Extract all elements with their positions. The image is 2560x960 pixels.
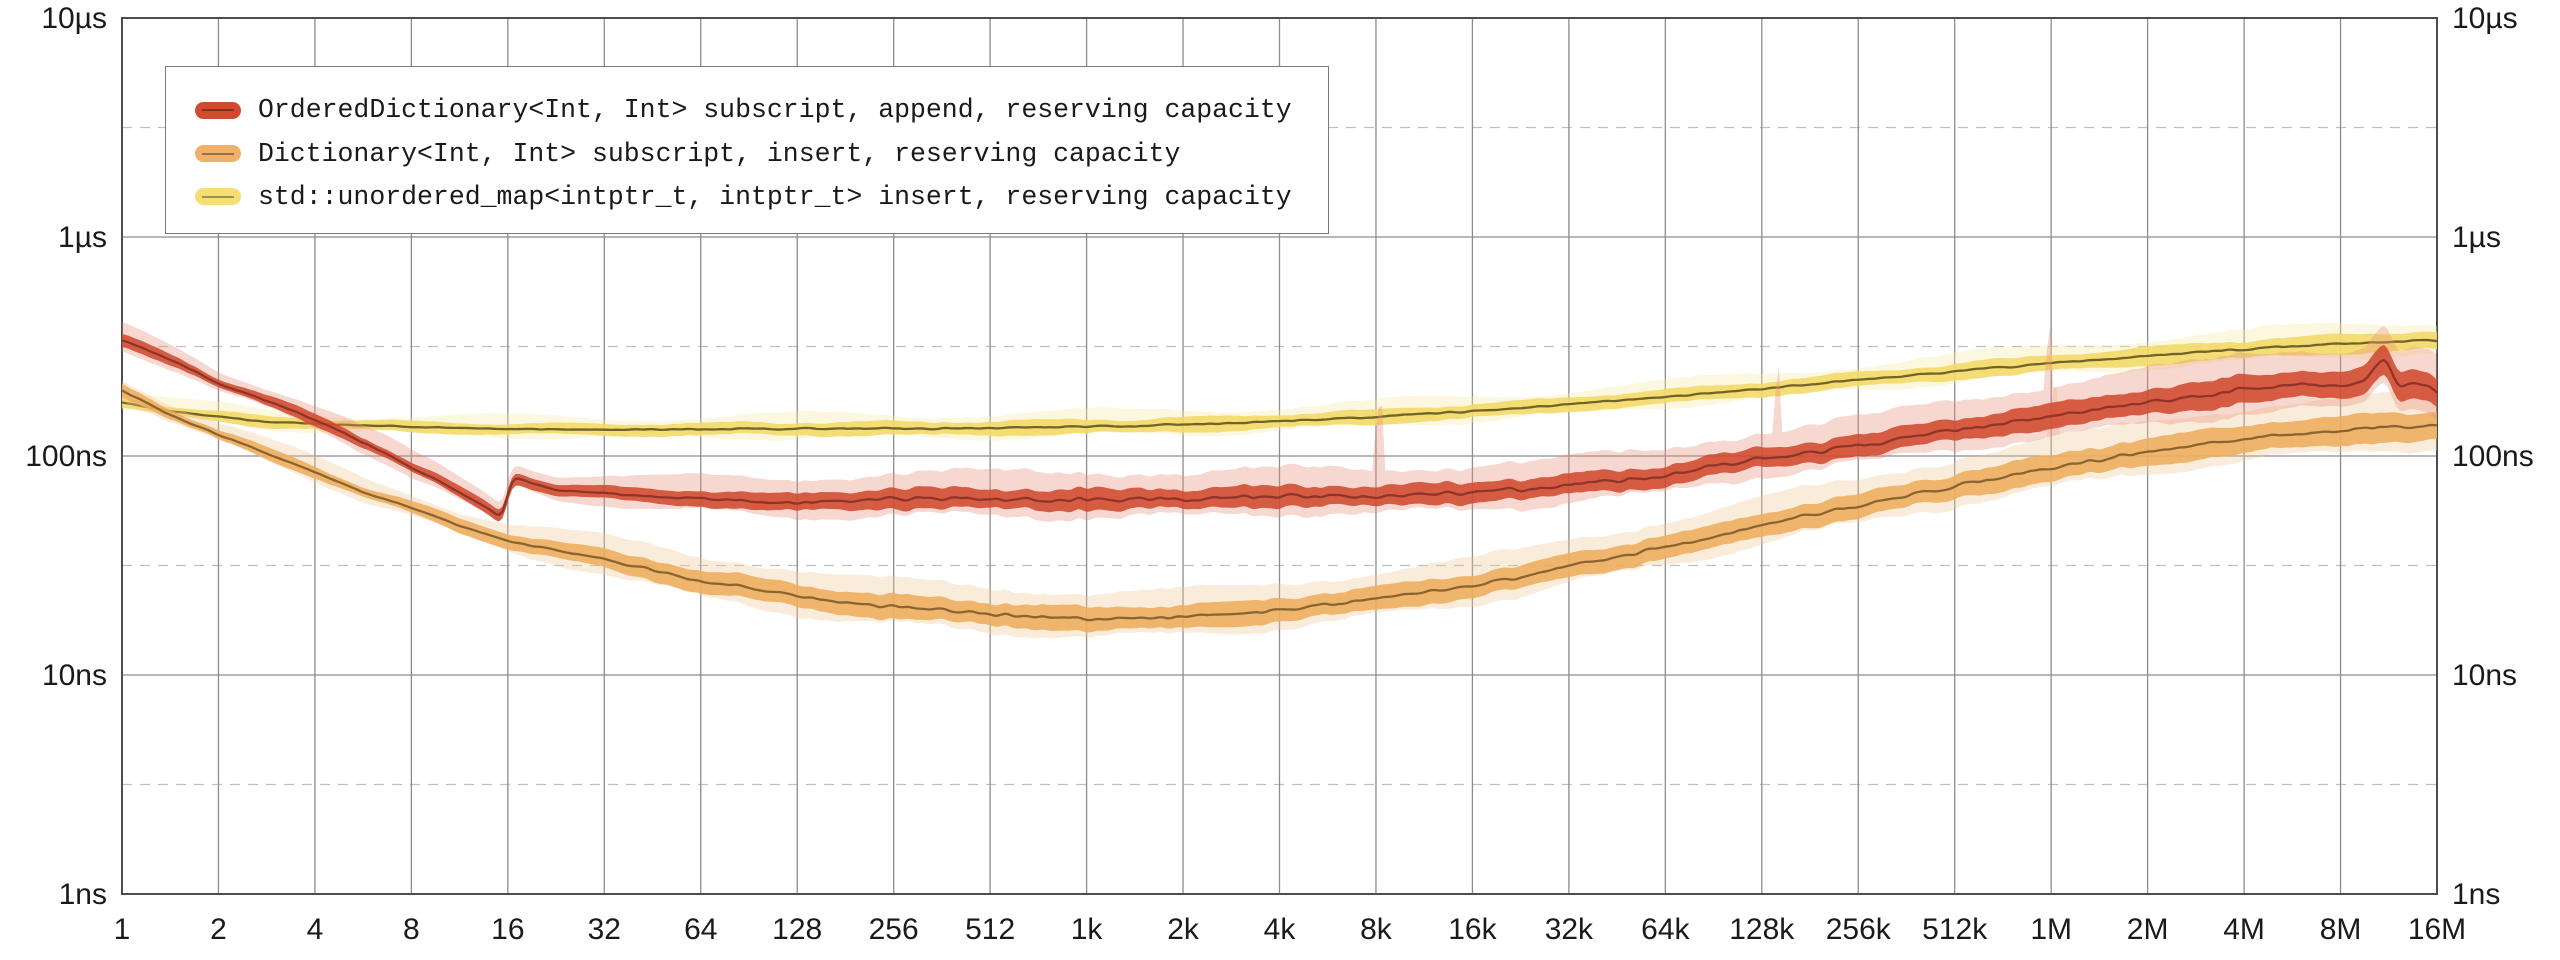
svg-text:1k: 1k (1071, 913, 1104, 946)
svg-text:128k: 128k (1729, 913, 1795, 946)
svg-text:128: 128 (772, 913, 822, 946)
svg-text:16: 16 (491, 913, 524, 946)
svg-text:1M: 1M (2030, 913, 2072, 946)
svg-text:1µs: 1µs (2452, 221, 2501, 254)
svg-text:4M: 4M (2223, 913, 2265, 946)
svg-text:2: 2 (210, 913, 227, 946)
svg-text:100ns: 100ns (2452, 440, 2534, 473)
svg-text:2M: 2M (2127, 913, 2169, 946)
svg-text:512k: 512k (1922, 913, 1988, 946)
svg-text:1µs: 1µs (58, 221, 107, 254)
svg-text:64k: 64k (1641, 913, 1690, 946)
svg-text:256k: 256k (1826, 913, 1892, 946)
svg-text:32k: 32k (1545, 913, 1594, 946)
svg-text:100ns: 100ns (25, 440, 107, 473)
svg-text:512: 512 (965, 913, 1015, 946)
svg-text:32: 32 (588, 913, 621, 946)
svg-text:10ns: 10ns (42, 659, 107, 692)
svg-text:10ns: 10ns (2452, 659, 2517, 692)
svg-text:16M: 16M (2408, 913, 2466, 946)
svg-text:4k: 4k (1264, 913, 1297, 946)
svg-text:8k: 8k (1360, 913, 1393, 946)
svg-text:10µs: 10µs (41, 2, 107, 35)
svg-text:256: 256 (869, 913, 919, 946)
svg-text:64: 64 (684, 913, 717, 946)
svg-text:1ns: 1ns (2452, 878, 2500, 911)
svg-text:2k: 2k (1167, 913, 1200, 946)
svg-text:10µs: 10µs (2452, 2, 2518, 35)
svg-text:8: 8 (403, 913, 420, 946)
svg-text:8M: 8M (2320, 913, 2362, 946)
svg-text:1ns: 1ns (59, 878, 107, 911)
svg-text:4: 4 (307, 913, 324, 946)
svg-text:16k: 16k (1448, 913, 1497, 946)
svg-text:1: 1 (114, 913, 131, 946)
